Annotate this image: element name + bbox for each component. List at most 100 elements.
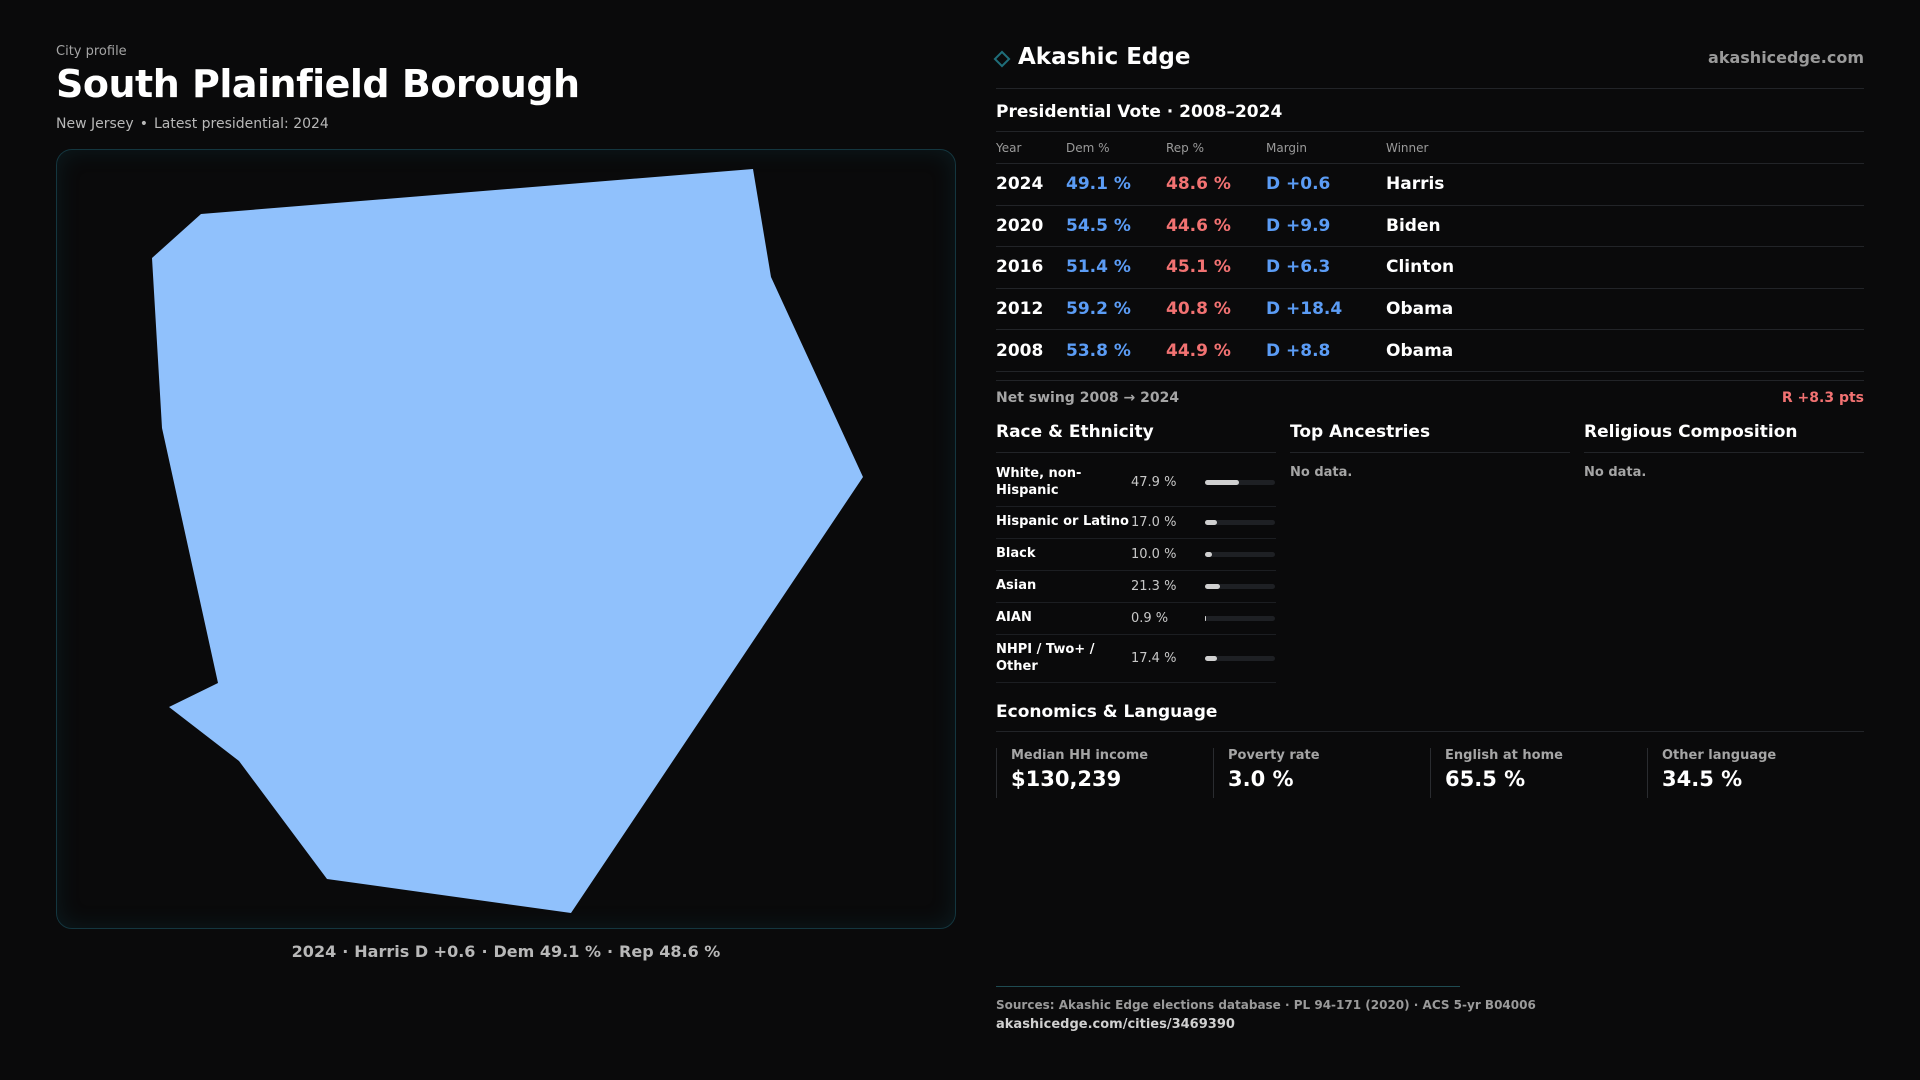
religion-panel: Religious Composition No data. bbox=[1584, 422, 1864, 480]
race-bar bbox=[1205, 480, 1275, 485]
list-item: White, non-Hispanic 47.9 % bbox=[996, 459, 1276, 507]
cell-dem: 54.5 % bbox=[1066, 215, 1131, 236]
ancestries-panel: Top Ancestries No data. bbox=[1290, 422, 1570, 480]
city-boundary-map bbox=[152, 169, 863, 913]
stat-value: $130,239 bbox=[1011, 767, 1122, 791]
state-label: New Jersey bbox=[56, 116, 134, 132]
race-bar-fill bbox=[1205, 656, 1218, 661]
economics-divider bbox=[996, 731, 1864, 732]
list-item: Hispanic or Latino 17.0 % bbox=[996, 507, 1276, 539]
table-row: 2016 51.4 % 45.1 % D +6.3 Clinton bbox=[996, 247, 1864, 289]
cell-rep: 45.1 % bbox=[1166, 257, 1231, 278]
race-label: Black bbox=[996, 546, 1036, 562]
list-item: AIAN 0.9 % bbox=[996, 603, 1276, 635]
city-boundary-shape[interactable] bbox=[152, 169, 863, 913]
stat-median-income: Median HH income $130,239 bbox=[996, 748, 1213, 798]
diamond-icon bbox=[993, 50, 1011, 68]
vote-table-header: Year Dem % Rep % Margin Winner bbox=[996, 132, 1864, 164]
table-row: 2012 59.2 % 40.8 % D +18.4 Obama bbox=[996, 289, 1864, 331]
race-section-title: Race & Ethnicity bbox=[996, 422, 1276, 453]
latest-election-label: Latest presidential: 2024 bbox=[153, 116, 329, 132]
cell-dem: 53.8 % bbox=[1066, 340, 1131, 361]
cell-rep: 40.8 % bbox=[1166, 299, 1231, 320]
race-bar-fill bbox=[1205, 552, 1212, 557]
table-row: 2020 54.5 % 44.6 % D +9.9 Biden bbox=[996, 206, 1864, 248]
map-caption: 2024 · Harris D +0.6 · Dem 49.1 % · Rep 48.6 % bbox=[291, 942, 721, 961]
stat-value: 3.0 % bbox=[1228, 767, 1294, 791]
vote-section-title: Presidential Vote · 2008–2024 bbox=[996, 102, 1283, 122]
cell-margin: D +8.8 bbox=[1266, 340, 1331, 361]
cell-margin: D +18.4 bbox=[1266, 299, 1343, 320]
race-value: 17.4 % bbox=[1131, 651, 1177, 666]
caption-winner: Harris D +0.6 bbox=[354, 942, 476, 961]
list-item: Asian 21.3 % bbox=[996, 571, 1276, 603]
stat-label: Other language bbox=[1662, 748, 1777, 763]
cell-dem: 49.1 % bbox=[1066, 174, 1131, 195]
cell-year: 2008 bbox=[996, 340, 1044, 361]
religion-empty-state: No data. bbox=[1584, 465, 1647, 480]
cell-year: 2020 bbox=[996, 215, 1044, 236]
stat-label: English at home bbox=[1445, 748, 1563, 763]
ancestries-empty-state: No data. bbox=[1290, 465, 1353, 480]
map-panel[interactable] bbox=[56, 149, 956, 929]
col-header-year: Year bbox=[996, 140, 1022, 155]
sources-text: Sources: Akashic Edge elections database… bbox=[996, 998, 1536, 1012]
cell-rep: 44.9 % bbox=[1166, 340, 1231, 361]
cell-year: 2024 bbox=[996, 174, 1044, 195]
race-bar bbox=[1205, 656, 1275, 661]
race-label: AIAN bbox=[996, 610, 1032, 626]
race-value: 21.3 % bbox=[1131, 579, 1177, 594]
race-label: White, non-Hispanic bbox=[996, 466, 1082, 498]
stat-english-at-home: English at home 65.5 % bbox=[1430, 748, 1647, 798]
ancestries-section-title: Top Ancestries bbox=[1290, 422, 1570, 453]
race-bar-fill bbox=[1205, 480, 1239, 485]
race-bar-fill bbox=[1205, 616, 1206, 621]
brand[interactable]: Akashic Edge bbox=[993, 44, 1191, 70]
race-value: 0.9 % bbox=[1131, 611, 1169, 626]
swing-divider bbox=[996, 380, 1864, 381]
race-ethnicity-panel: Race & Ethnicity White, non-Hispanic 47.… bbox=[996, 422, 1276, 683]
cell-rep: 44.6 % bbox=[1166, 215, 1231, 236]
table-row: 2024 49.1 % 48.6 % D +0.6 Harris bbox=[996, 164, 1864, 206]
col-header-winner: Winner bbox=[1386, 140, 1429, 155]
race-label: Hispanic or Latino bbox=[996, 514, 1129, 530]
brand-url-link[interactable]: akashicedge.com bbox=[1708, 48, 1864, 67]
race-list: White, non-Hispanic 47.9 % Hispanic or L… bbox=[996, 459, 1276, 683]
cell-margin: D +9.9 bbox=[1266, 215, 1331, 236]
header-divider bbox=[996, 88, 1864, 89]
page-title: South Plainfield Borough bbox=[56, 62, 580, 106]
economics-section-title: Economics & Language bbox=[996, 702, 1218, 722]
stat-value: 34.5 % bbox=[1662, 767, 1743, 791]
net-swing-value: R +8.3 pts bbox=[1781, 390, 1864, 406]
race-value: 17.0 % bbox=[1131, 515, 1177, 530]
vote-title-divider bbox=[996, 131, 1864, 132]
cell-winner: Clinton bbox=[1386, 257, 1455, 278]
stat-other-language: Other language 34.5 % bbox=[1647, 748, 1864, 798]
cell-winner: Biden bbox=[1386, 215, 1441, 236]
brand-name: Akashic Edge bbox=[1018, 44, 1191, 70]
cell-dem: 51.4 % bbox=[1066, 257, 1131, 278]
race-value: 10.0 % bbox=[1131, 547, 1177, 562]
stat-poverty-rate: Poverty rate 3.0 % bbox=[1213, 748, 1430, 798]
sources-divider bbox=[996, 986, 1460, 987]
stat-label: Poverty rate bbox=[1228, 748, 1320, 763]
col-header-margin: Margin bbox=[1266, 140, 1307, 155]
cell-margin: D +6.3 bbox=[1266, 257, 1331, 278]
religion-section-title: Religious Composition bbox=[1584, 422, 1864, 453]
caption-rep: Rep 48.6 % bbox=[619, 942, 721, 961]
race-value: 47.9 % bbox=[1131, 475, 1177, 490]
col-header-rep: Rep % bbox=[1166, 140, 1205, 155]
page-eyebrow: City profile bbox=[56, 44, 127, 59]
stat-label: Median HH income bbox=[1011, 748, 1149, 763]
list-item: NHPI / Two+ / Other 17.4 % bbox=[996, 635, 1276, 683]
race-label: Asian bbox=[996, 578, 1037, 594]
city-page-link[interactable]: akashicedge.com/cities/3469390 bbox=[996, 1017, 1235, 1032]
race-bar bbox=[1205, 552, 1275, 557]
economics-grid: Median HH income $130,239 Poverty rate 3… bbox=[996, 748, 1864, 798]
cell-rep: 48.6 % bbox=[1166, 174, 1231, 195]
race-bar-fill bbox=[1205, 520, 1217, 525]
cell-winner: Obama bbox=[1386, 340, 1454, 361]
cell-margin: D +0.6 bbox=[1266, 174, 1331, 195]
race-bar-fill bbox=[1205, 584, 1220, 589]
caption-year: 2024 bbox=[291, 942, 337, 961]
